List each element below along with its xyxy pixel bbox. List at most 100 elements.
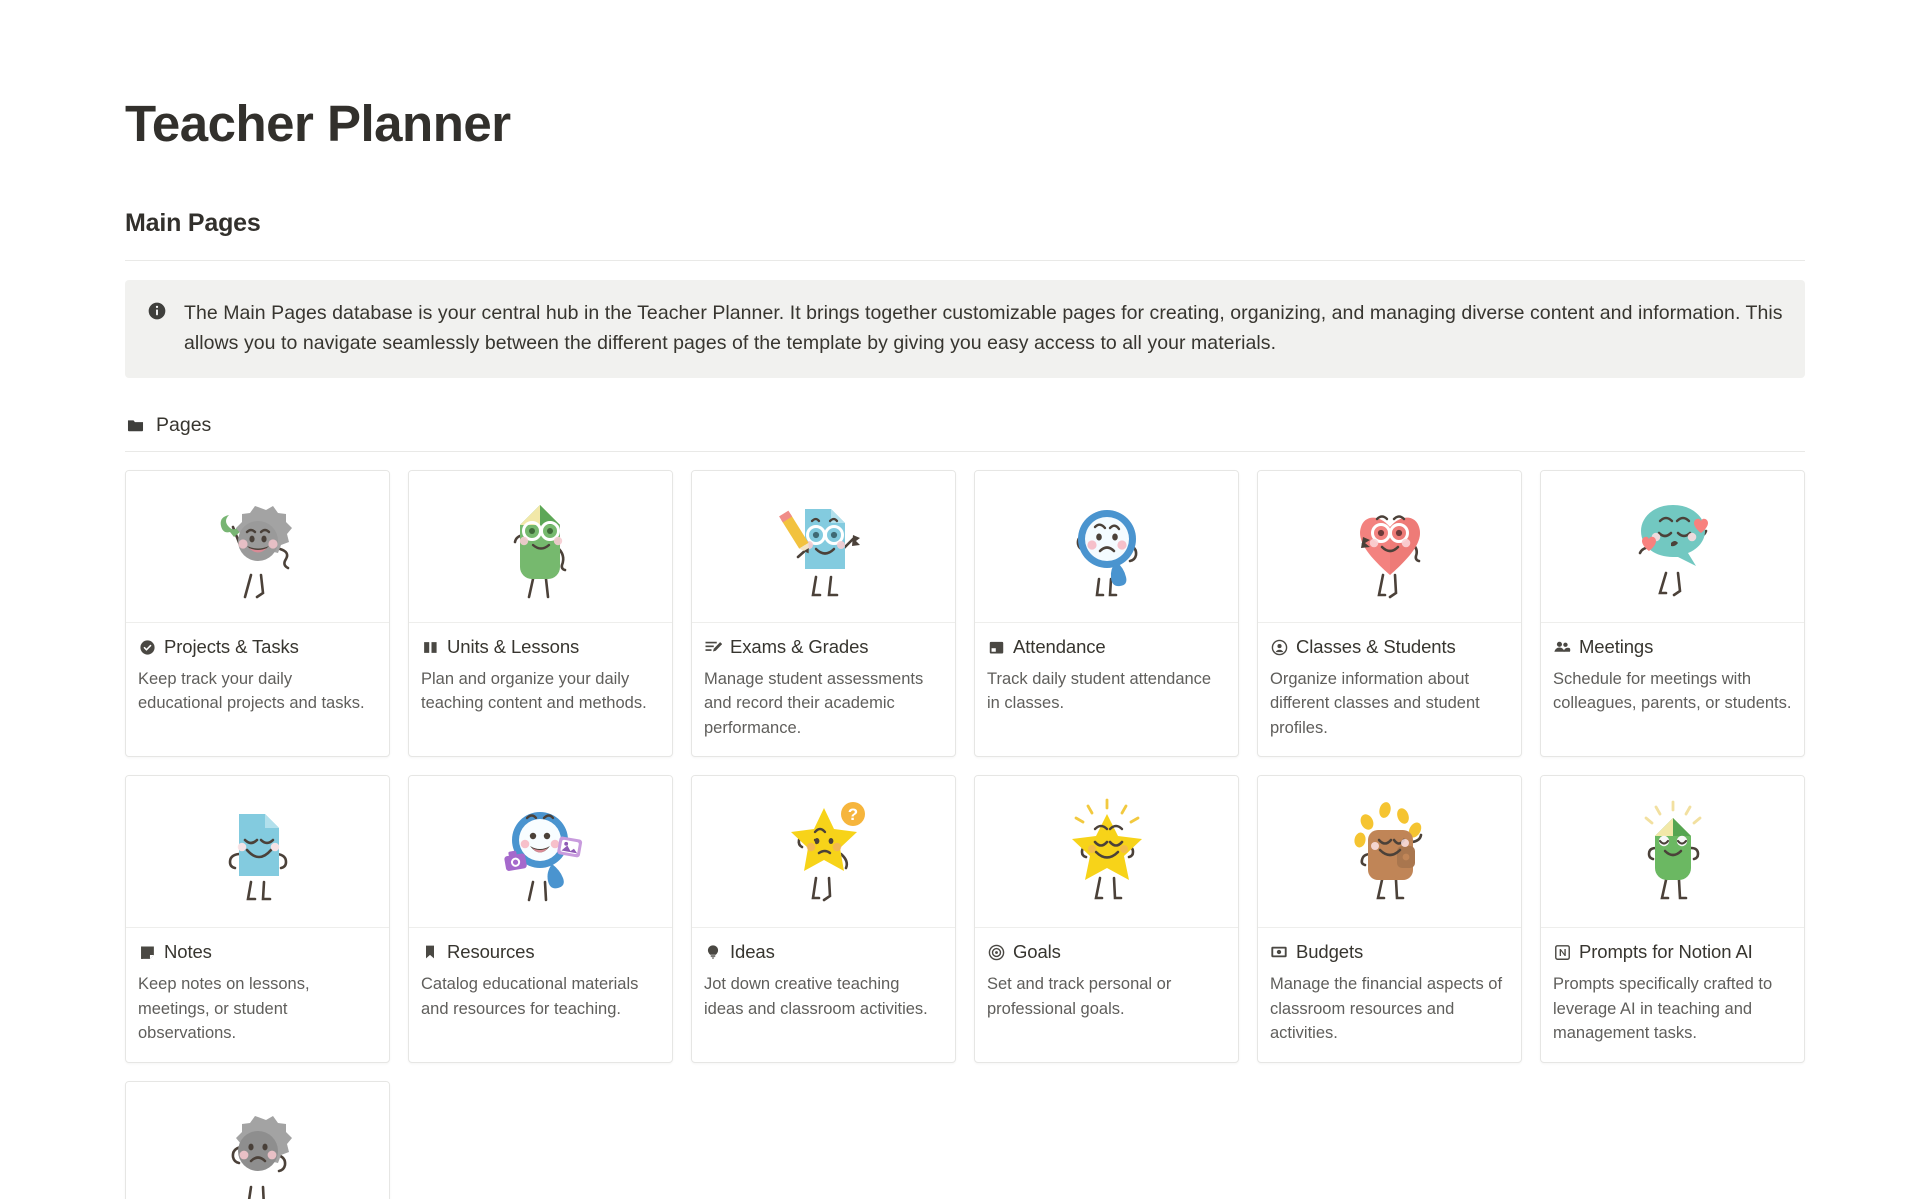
card-title-row: Goals	[987, 941, 1226, 963]
card-title: Classes & Students	[1296, 636, 1456, 658]
card-body: Resources Catalog educational materials …	[409, 928, 672, 1046]
page-card-units-lessons[interactable]: Units & Lessons Plan and organize your d…	[408, 470, 673, 758]
page-card-resources[interactable]: Resources Catalog educational materials …	[408, 775, 673, 1063]
card-description: Keep notes on lessons, meetings, or stud…	[138, 975, 310, 1043]
page-card-ideas[interactable]: ? Ideas Jot down creative teaching ideas…	[691, 775, 956, 1063]
card-cover: ?	[692, 776, 955, 929]
card-title-row: Budgets	[1270, 941, 1509, 963]
card-description: Keep track your daily educational projec…	[138, 670, 365, 713]
grading-list-icon	[704, 638, 722, 656]
card-description: Catalog educational materials and resour…	[421, 975, 639, 1018]
open-book-icon	[421, 638, 439, 656]
card-title-row: Ideas	[704, 941, 943, 963]
card-title-row: Projects & Tasks	[138, 636, 377, 658]
card-description: Manage the financial aspects of classroo…	[1270, 975, 1503, 1043]
page-card-budgets[interactable]: Budgets Manage the financial aspects of …	[1257, 775, 1522, 1063]
card-title: Attendance	[1013, 636, 1106, 658]
card-title: Prompts for Notion AI	[1579, 941, 1753, 963]
note-icon	[138, 943, 156, 961]
database-title: Pages	[156, 414, 212, 437]
card-body: Attendance Track daily student attendanc…	[975, 623, 1238, 741]
card-title: Projects & Tasks	[164, 636, 299, 658]
card-body: Prompts for Notion AI Prompts specifical…	[1541, 928, 1804, 1061]
card-description: Schedule for meetings with colleagues, p…	[1553, 670, 1792, 713]
card-title-row: Attendance	[987, 636, 1226, 658]
account-circle-icon	[1270, 638, 1288, 656]
card-title-row: Classes & Students	[1270, 636, 1509, 658]
people-icon	[1553, 638, 1571, 656]
svg-text:?: ?	[847, 805, 857, 824]
card-title-row: Notes	[138, 941, 377, 963]
card-title: Notes	[164, 941, 212, 963]
page-card-projects-tasks[interactable]: Projects & Tasks Keep track your daily e…	[125, 470, 390, 758]
info-callout: The Main Pages database is your central …	[125, 279, 1805, 379]
card-body: Ideas Jot down creative teaching ideas a…	[692, 928, 955, 1046]
callout-text: The Main Pages database is your central …	[184, 301, 1783, 354]
card-cover	[409, 471, 672, 624]
page-card-goals[interactable]: Goals Set and track personal or professi…	[974, 775, 1239, 1063]
card-body: Notes Keep notes on lessons, meetings, o…	[126, 928, 389, 1061]
banknote-icon	[1270, 943, 1288, 961]
calendar-icon	[987, 638, 1005, 656]
card-cover	[126, 471, 389, 624]
page-card-meetings[interactable]: Meetings Schedule for meetings with coll…	[1540, 470, 1805, 758]
page-card-exams-grades[interactable]: Exams & Grades Manage student assessment…	[691, 470, 956, 758]
folder-icon	[125, 416, 145, 436]
page-card-partial[interactable]	[125, 1080, 390, 1199]
card-title-row: Meetings	[1553, 636, 1792, 658]
card-title: Exams & Grades	[730, 636, 869, 658]
card-body: Goals Set and track personal or professi…	[975, 928, 1238, 1046]
pages-card-grid: Projects & Tasks Keep track your daily e…	[125, 470, 1805, 1199]
database-divider	[125, 451, 1805, 453]
heading-divider	[125, 259, 1805, 261]
card-description: Set and track personal or professional g…	[987, 975, 1172, 1018]
section-heading-main-pages: Main Pages	[125, 208, 261, 237]
card-cover	[1258, 471, 1521, 624]
card-body: Meetings Schedule for meetings with coll…	[1541, 623, 1804, 741]
card-cover	[409, 776, 672, 929]
card-description: Jot down creative teaching ideas and cla…	[704, 975, 928, 1018]
page-title: Teacher Planner	[125, 95, 511, 152]
info-icon	[147, 301, 167, 321]
card-body: Budgets Manage the financial aspects of …	[1258, 928, 1521, 1061]
card-title: Goals	[1013, 941, 1061, 963]
card-cover	[975, 471, 1238, 624]
card-title: Meetings	[1579, 636, 1654, 658]
card-description: Plan and organize your daily teaching co…	[421, 670, 647, 713]
notion-n-icon	[1553, 943, 1571, 961]
card-description: Prompts specifically crafted to leverage…	[1553, 975, 1773, 1043]
card-title-row: Units & Lessons	[421, 636, 660, 658]
card-cover	[126, 776, 389, 929]
card-title: Resources	[447, 941, 535, 963]
card-title: Ideas	[730, 941, 775, 963]
page-card-prompts-notion-ai[interactable]: Prompts for Notion AI Prompts specifical…	[1540, 775, 1805, 1063]
card-body: Classes & Students Organize information …	[1258, 623, 1521, 756]
target-icon	[987, 943, 1005, 961]
bookmark-icon	[421, 943, 439, 961]
card-description: Organize information about different cla…	[1270, 670, 1480, 737]
card-title: Budgets	[1296, 941, 1364, 963]
page-card-notes[interactable]: Notes Keep notes on lessons, meetings, o…	[125, 775, 390, 1063]
check-circle-icon	[138, 638, 156, 656]
card-body: Projects & Tasks Keep track your daily e…	[126, 623, 389, 741]
card-title-row: Prompts for Notion AI	[1553, 941, 1792, 963]
card-cover	[975, 776, 1238, 929]
lightbulb-icon	[704, 943, 722, 961]
card-cover	[1541, 776, 1804, 929]
card-title-row: Exams & Grades	[704, 636, 943, 658]
page-card-attendance[interactable]: Attendance Track daily student attendanc…	[974, 470, 1239, 758]
card-title: Units & Lessons	[447, 636, 580, 658]
card-cover	[692, 471, 955, 624]
card-body: Exams & Grades Manage student assessment…	[692, 623, 955, 756]
card-cover	[1541, 471, 1804, 624]
card-body: Units & Lessons Plan and organize your d…	[409, 623, 672, 741]
card-description: Track daily student attendance in classe…	[987, 670, 1212, 713]
card-description: Manage student assessments and record th…	[704, 670, 924, 737]
card-title-row: Resources	[421, 941, 660, 963]
page-card-classes-students[interactable]: Classes & Students Organize information …	[1257, 470, 1522, 758]
card-cover	[126, 1081, 389, 1199]
card-cover	[1258, 776, 1521, 929]
database-title-row[interactable]: Pages	[125, 414, 1805, 451]
page-content: Teacher Planner Main Pages The Main Page…	[125, 0, 1805, 1199]
